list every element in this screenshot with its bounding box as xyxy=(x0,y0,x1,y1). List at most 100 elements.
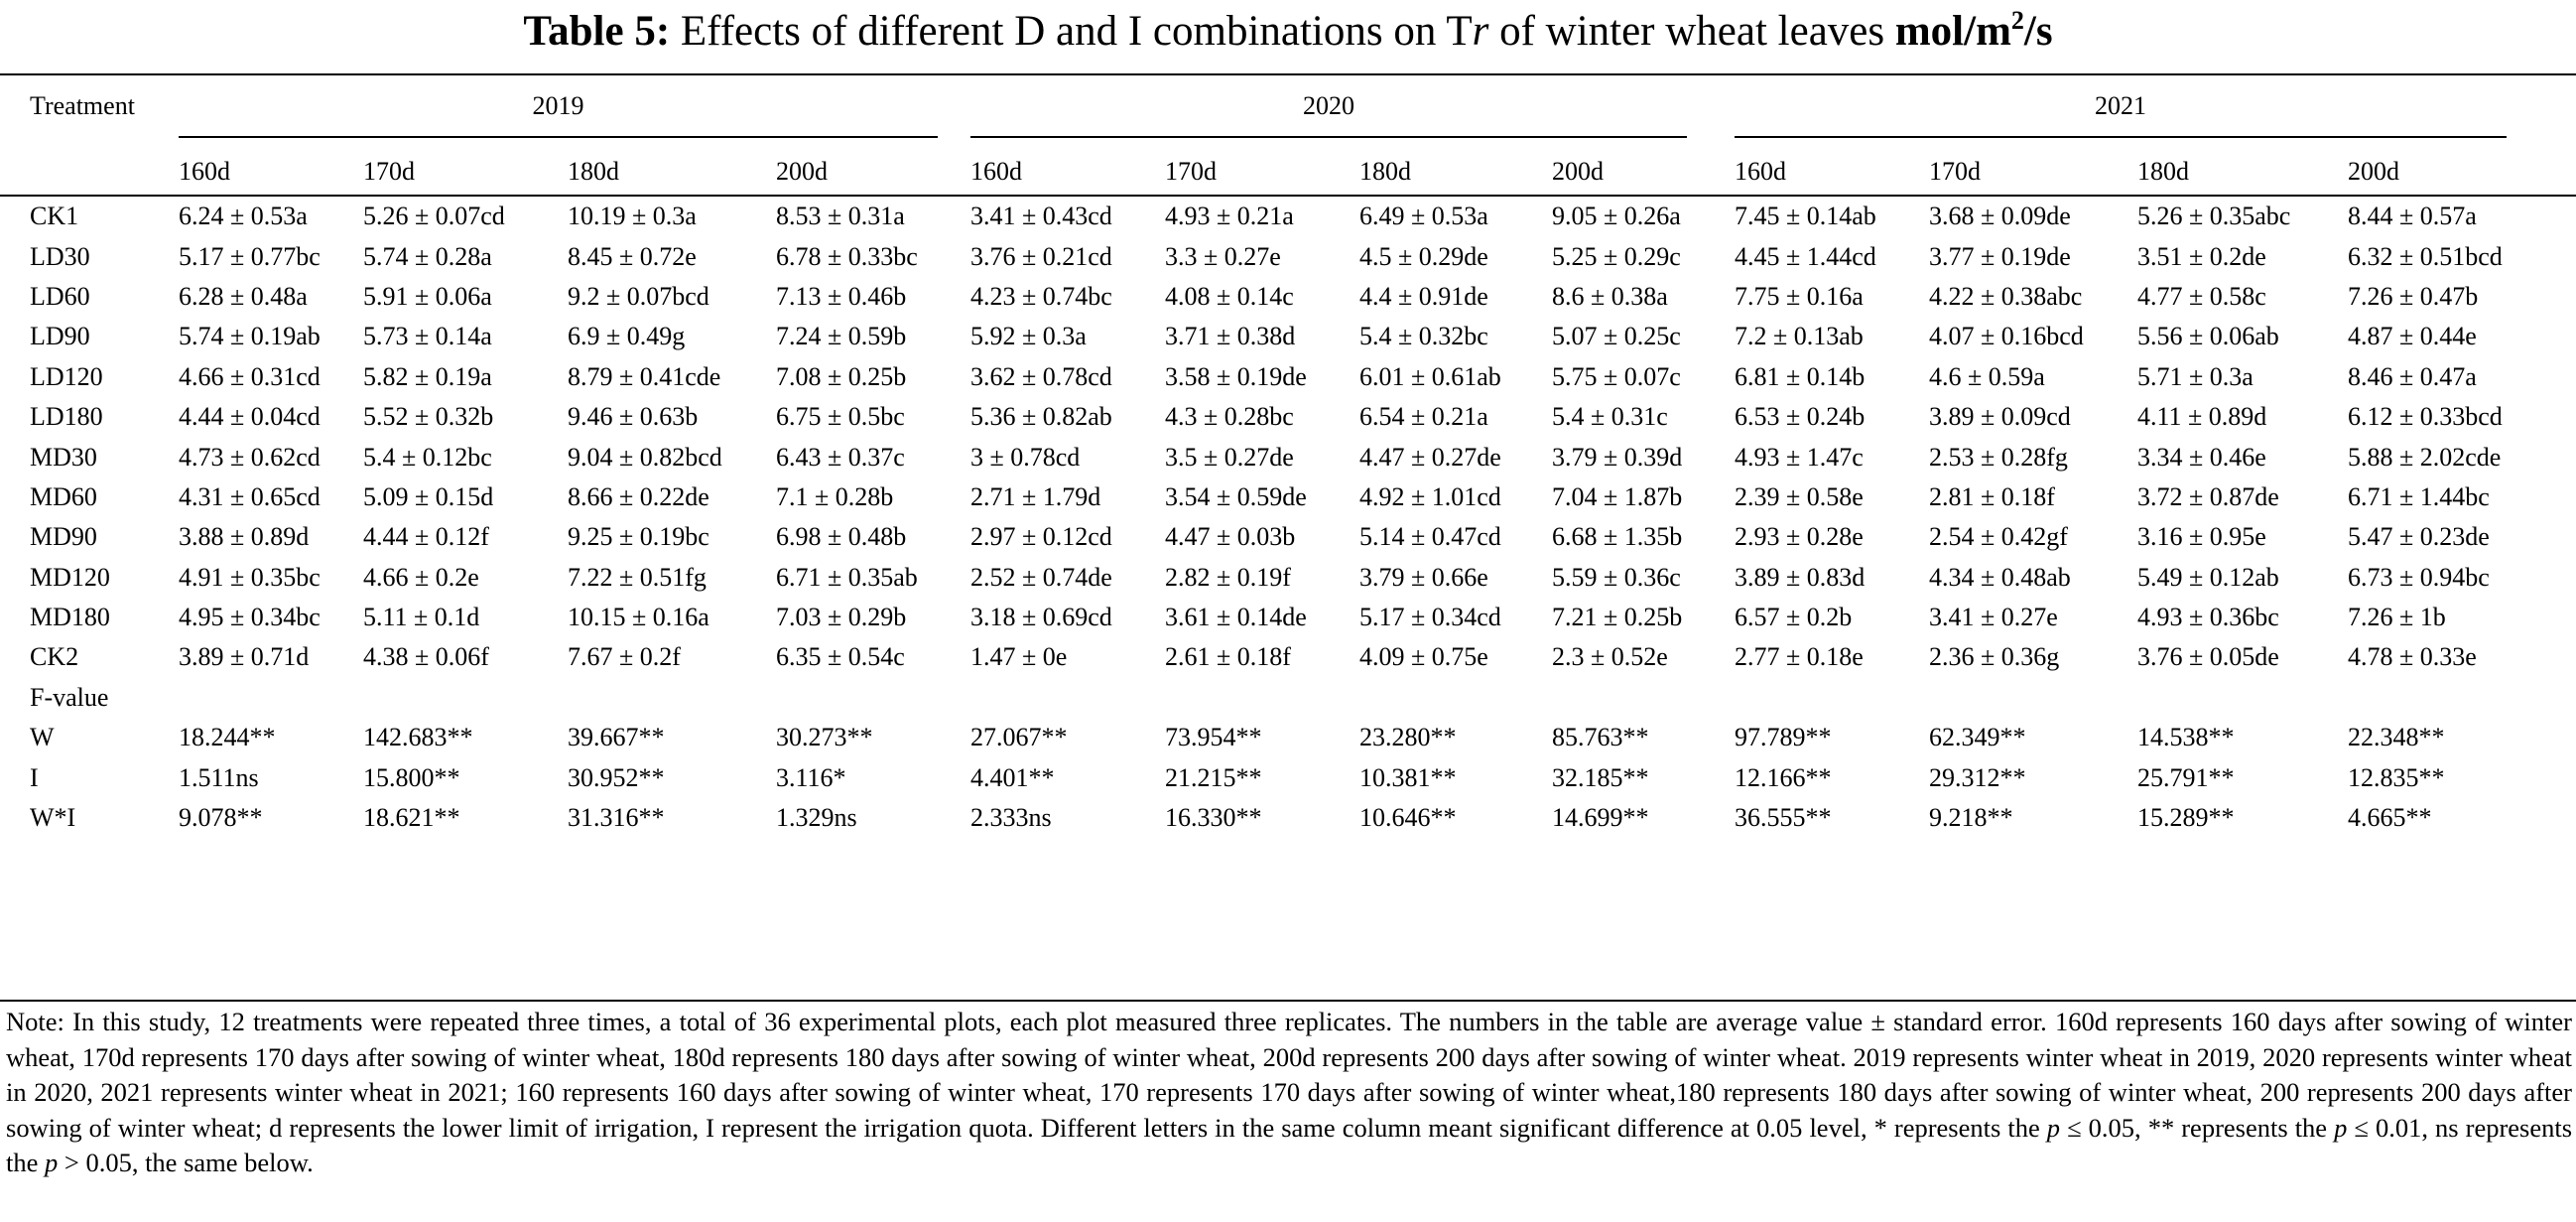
table-cell: 5.92 ± 0.3a xyxy=(970,322,1087,351)
table-cell: 4.47 ± 0.03b xyxy=(1165,522,1296,552)
table-row: CK1 6.24 ± 0.53a 5.26 ± 0.07cd 10.19 ± 0.3a… xyxy=(0,197,2576,236)
table-row: LD120 4.66 ± 0.31cd 5.82 ± 0.19a 8.79 ± 0.4… xyxy=(0,357,2576,397)
table-cell: 3.88 ± 0.89d xyxy=(179,522,310,552)
header-year-2020: 2020 xyxy=(1303,91,1354,120)
table-cell: 36.555** xyxy=(1735,803,1832,833)
table-cell: 14.538** xyxy=(2137,723,2235,752)
table-cell: 21.215** xyxy=(1165,762,1262,792)
table-cell: 6.98 ± 0.48b xyxy=(776,522,907,552)
table-cell: 4.34 ± 0.48ab xyxy=(1929,562,2071,592)
table-cell: 6.53 ± 0.24b xyxy=(1735,402,1866,432)
table-cell: 18.621** xyxy=(363,803,460,833)
table-cell: 5.07 ± 0.25c xyxy=(1552,322,1681,351)
table-cell xyxy=(970,678,1165,718)
table-cell xyxy=(2348,678,2576,718)
table-cell: 10.381** xyxy=(1359,762,1457,792)
table-cell: 3.76 ± 0.21cd xyxy=(970,241,1112,271)
table-row: W 18.244** 142.683** 39.667** 30.273** 27.067… xyxy=(0,718,2576,757)
table-cell: 5.4 ± 0.31c xyxy=(1552,402,1668,432)
table-cell: 6.78 ± 0.33bc xyxy=(776,241,918,271)
table-cell: 6.12 ± 0.33bcd xyxy=(2348,402,2503,432)
table-cell: 2.97 ± 0.12cd xyxy=(970,522,1112,552)
caption-tr-italic: r xyxy=(1472,8,1489,55)
header-day-2019-170d: 170d xyxy=(363,157,415,186)
row-treatment: MD90 xyxy=(30,522,97,552)
table-row: LD90 5.74 ± 0.19ab 5.73 ± 0.14a 6.9 ± 0.49g… xyxy=(0,317,2576,356)
table-cell: 4.23 ± 0.74bc xyxy=(970,281,1112,311)
row-treatment: CK2 xyxy=(30,642,79,672)
table-cell: 18.244** xyxy=(179,723,276,752)
bottom-rule xyxy=(0,1000,2576,1002)
table-cell: 3.72 ± 0.87de xyxy=(2137,481,2279,511)
table-cell: 6.28 ± 0.48a xyxy=(179,281,308,311)
table-cell: 3.79 ± 0.66e xyxy=(1359,562,1488,592)
table-cell: 6.68 ± 1.35b xyxy=(1552,522,1683,552)
row-treatment: MD30 xyxy=(30,442,97,472)
table-cell: 7.21 ± 0.25b xyxy=(1552,603,1683,632)
table-cell: 4.665** xyxy=(2348,803,2432,833)
table-cell: 7.26 ± 0.47b xyxy=(2348,281,2479,311)
table-cell: 8.53 ± 0.31a xyxy=(776,202,905,231)
table-cell: 3.41 ± 0.27e xyxy=(1929,603,2058,632)
table-cell: 3 ± 0.78cd xyxy=(970,442,1081,472)
table-cell: 8.45 ± 0.72e xyxy=(568,241,697,271)
table-row: MD180 4.95 ± 0.34bc 5.11 ± 0.1d 10.15 ± 0.1… xyxy=(0,598,2576,637)
table-cell: 5.26 ± 0.07cd xyxy=(363,202,505,231)
table-cell: 7.04 ± 1.87b xyxy=(1552,481,1683,511)
table-cell: 4.22 ± 0.38abc xyxy=(1929,281,2083,311)
table-cell: 4.77 ± 0.58c xyxy=(2137,281,2266,311)
caption-text-after: of winter wheat leaves xyxy=(1499,8,1885,55)
table-cell: 2.52 ± 0.74de xyxy=(970,562,1112,592)
table-cell: 4.4 ± 0.91de xyxy=(1359,281,1488,311)
top-rule xyxy=(0,73,2576,75)
row-treatment: LD90 xyxy=(30,322,90,351)
table-cell: 5.73 ± 0.14a xyxy=(363,322,492,351)
table-cell: 4.93 ± 0.36bc xyxy=(2137,603,2279,632)
table-cell: 2.93 ± 0.28e xyxy=(1735,522,1864,552)
table-cell: 2.53 ± 0.28fg xyxy=(1929,442,2068,472)
table-row: MD90 3.88 ± 0.89d 4.44 ± 0.12f 9.25 ± 0.19b… xyxy=(0,517,2576,557)
table-cell: 12.166** xyxy=(1735,762,1832,792)
table-cell: 5.74 ± 0.19ab xyxy=(179,322,321,351)
table-cell: 3.41 ± 0.43cd xyxy=(970,202,1112,231)
row-treatment: LD60 xyxy=(30,281,90,311)
table-cell: 5.14 ± 0.47cd xyxy=(1359,522,1501,552)
table-cell: 4.08 ± 0.14c xyxy=(1165,281,1294,311)
table-cell: 30.273** xyxy=(776,723,873,752)
table-cell: 3.54 ± 0.59de xyxy=(1165,481,1307,511)
table-cell: 97.789** xyxy=(1735,723,1832,752)
table-cell: 4.44 ± 0.04cd xyxy=(179,402,321,432)
table-cell: 30.952** xyxy=(568,762,665,792)
row-treatment: LD180 xyxy=(30,402,103,432)
table-row: LD180 4.44 ± 0.04cd 5.52 ± 0.32b 9.46 ± 0.6… xyxy=(0,397,2576,437)
table-cell xyxy=(1735,678,1929,718)
table-cell: 6.71 ± 1.44bc xyxy=(2348,481,2490,511)
table-cell: 5.75 ± 0.07c xyxy=(1552,361,1681,391)
table-cell: 4.93 ± 1.47c xyxy=(1735,442,1864,472)
header-day-2020-180d: 180d xyxy=(1359,157,1411,186)
table-cell: 4.07 ± 0.16bcd xyxy=(1929,322,2084,351)
table-cell: 4.6 ± 0.59a xyxy=(1929,361,2045,391)
table-cell: 8.66 ± 0.22de xyxy=(568,481,709,511)
table-cell: 2.3 ± 0.52e xyxy=(1552,642,1668,672)
header-day-2020-170d: 170d xyxy=(1165,157,1217,186)
table-cell: 4.95 ± 0.34bc xyxy=(179,603,321,632)
header-day-2021-200d: 200d xyxy=(2348,157,2399,186)
table-cell xyxy=(1165,678,1359,718)
table-cell: 5.09 ± 0.15d xyxy=(363,481,494,511)
table-row: F-value xyxy=(0,678,2576,718)
header-day-2019-160d: 160d xyxy=(179,157,230,186)
table-cell: 2.77 ± 0.18e xyxy=(1735,642,1864,672)
table-cell xyxy=(1552,678,1735,718)
table-cell: 7.24 ± 0.59b xyxy=(776,322,907,351)
table-cell: 39.667** xyxy=(568,723,665,752)
header-day-2020-160d: 160d xyxy=(970,157,1022,186)
table-cell: 5.26 ± 0.35abc xyxy=(2137,202,2291,231)
row-treatment: LD120 xyxy=(30,361,103,391)
table-cell: 6.01 ± 0.61ab xyxy=(1359,361,1501,391)
table-cell: 7.22 ± 0.51fg xyxy=(568,562,707,592)
table-cell: 6.73 ± 0.94bc xyxy=(2348,562,2490,592)
header-day-2019-200d: 200d xyxy=(776,157,828,186)
table-cell: 9.078** xyxy=(179,803,263,833)
table-cell: 5.56 ± 0.06ab xyxy=(2137,322,2279,351)
